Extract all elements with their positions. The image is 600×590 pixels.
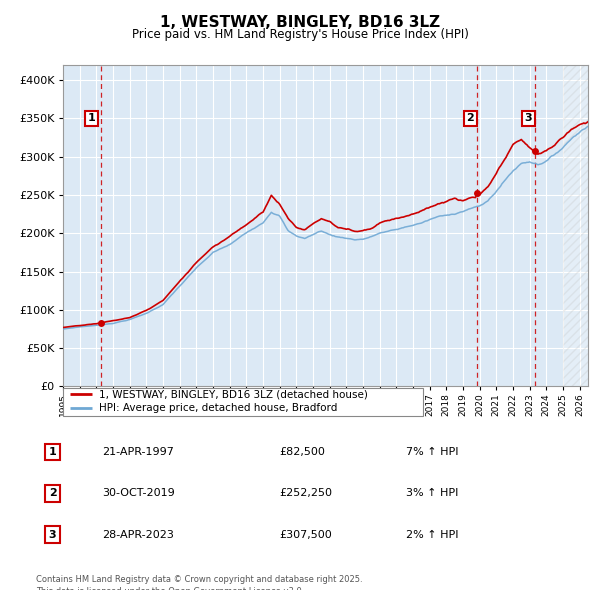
Text: 3% ↑ HPI: 3% ↑ HPI [406, 489, 458, 499]
Text: 28-APR-2023: 28-APR-2023 [102, 530, 174, 540]
Text: 3: 3 [524, 113, 532, 123]
Text: 1: 1 [88, 113, 95, 123]
Text: 3: 3 [49, 530, 56, 540]
Text: 7% ↑ HPI: 7% ↑ HPI [406, 447, 458, 457]
Text: 2: 2 [49, 489, 56, 499]
Text: 2: 2 [466, 113, 474, 123]
Text: £252,250: £252,250 [279, 489, 332, 499]
Text: 1, WESTWAY, BINGLEY, BD16 3LZ: 1, WESTWAY, BINGLEY, BD16 3LZ [160, 15, 440, 30]
Text: £307,500: £307,500 [279, 530, 332, 540]
Text: 21-APR-1997: 21-APR-1997 [102, 447, 174, 457]
Text: Price paid vs. HM Land Registry's House Price Index (HPI): Price paid vs. HM Land Registry's House … [131, 28, 469, 41]
Text: 30-OCT-2019: 30-OCT-2019 [102, 489, 175, 499]
Text: £82,500: £82,500 [279, 447, 325, 457]
Text: 2% ↑ HPI: 2% ↑ HPI [406, 530, 458, 540]
Text: 1: 1 [49, 447, 56, 457]
Text: HPI: Average price, detached house, Bradford: HPI: Average price, detached house, Brad… [99, 403, 337, 413]
Text: Contains HM Land Registry data © Crown copyright and database right 2025.
This d: Contains HM Land Registry data © Crown c… [36, 575, 362, 590]
Text: 1, WESTWAY, BINGLEY, BD16 3LZ (detached house): 1, WESTWAY, BINGLEY, BD16 3LZ (detached … [99, 389, 368, 399]
Bar [563, 65, 588, 386]
